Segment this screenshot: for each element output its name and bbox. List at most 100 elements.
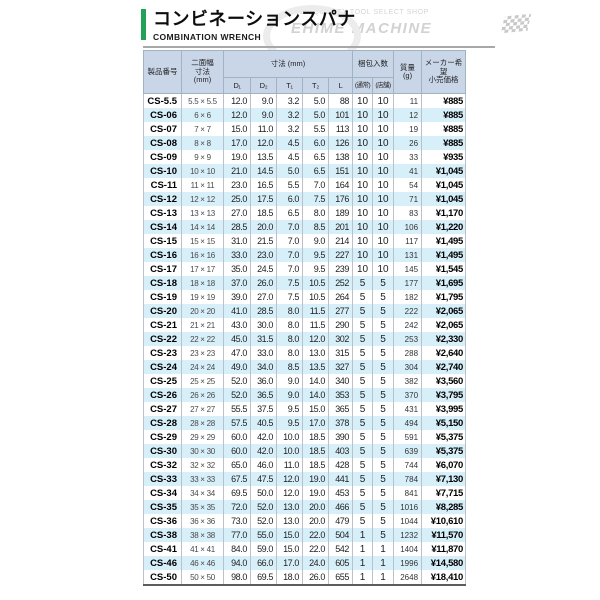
mass-cell: 26 [393, 136, 423, 150]
mass-cell: 222 [393, 304, 423, 318]
product-cell: CS-15 [143, 234, 182, 248]
product-cell: CS-17 [143, 262, 182, 276]
d2-cell: 33.0 [250, 346, 277, 360]
price-cell: ¥885 [421, 136, 467, 150]
price-cell: ¥1,695 [421, 276, 467, 290]
table-row: CS-10 10 × 10 21.0 14.5 5.0 6.5 151 10 10 41 ¥1,04… [143, 164, 467, 178]
l-cell: 605 [327, 556, 354, 570]
d2-cell: 17.5 [250, 192, 277, 206]
d2-cell: 16.5 [250, 178, 277, 192]
t1-cell: 3.2 [276, 122, 303, 136]
l-cell: 290 [327, 318, 354, 332]
t1-cell: 4.5 [276, 136, 303, 150]
product-cell: CS-24 [143, 360, 182, 374]
col-header-t2: T₂ [302, 77, 329, 94]
l-cell: 453 [327, 486, 354, 500]
width-cell: 34 × 34 [181, 486, 224, 500]
product-cell: CS-25 [143, 374, 182, 388]
product-cell: CS-35 [143, 500, 182, 514]
pack-store-cell: 10 [372, 136, 395, 150]
col-header-product: 製品番号 [143, 50, 182, 94]
pack-store-cell: 10 [372, 164, 395, 178]
d2-cell: 13.5 [250, 150, 277, 164]
t2-cell: 10.5 [302, 276, 329, 290]
checkered-flag-icon [500, 13, 532, 34]
pack-normal-cell: 10 [352, 164, 374, 178]
pack-store-cell: 10 [372, 150, 395, 164]
width-cell: 35 × 35 [181, 500, 224, 514]
col-header-packing-group: 梱包入数 [352, 50, 395, 78]
table-row: CS-5.5 5.5 × 5.5 12.0 9.0 3.2 5.0 88 10 10 11 ¥885 [143, 93, 467, 108]
watermark-tagline: HIGH QUALITY TOOL SELECT SHOP [291, 9, 429, 16]
pack-store-cell: 10 [372, 178, 395, 192]
pack-normal-cell: 1 [352, 556, 374, 570]
t2-cell: 8.0 [302, 206, 329, 220]
col-header-d1: D₁ [223, 77, 251, 94]
l-cell: 252 [327, 276, 354, 290]
mass-cell: 841 [393, 486, 423, 500]
product-cell: CS-10 [143, 164, 182, 178]
width-cell: 38 × 38 [181, 528, 224, 542]
pack-store-cell: 10 [372, 262, 395, 276]
price-cell: ¥1,045 [421, 178, 467, 192]
table-row: CS-32 32 × 32 65.0 46.0 11.0 18.5 428 5 5 744 ¥6,0… [143, 458, 467, 472]
col-header-l: L [327, 77, 354, 94]
pack-normal-cell: 10 [352, 93, 374, 108]
table-row: CS-34 34 × 34 69.5 50.0 12.0 19.0 453 5 5 841 ¥7,7… [143, 486, 467, 500]
d2-cell: 11.0 [250, 122, 277, 136]
price-cell: ¥3,995 [421, 402, 467, 416]
t1-cell: 7.0 [276, 234, 303, 248]
d1-cell: 69.5 [223, 486, 251, 500]
table-row: CS-35 35 × 35 72.0 52.0 13.0 20.0 466 5 5 1016 ¥8,… [143, 500, 467, 514]
d1-cell: 12.0 [223, 108, 251, 122]
product-cell: CS-33 [143, 472, 182, 486]
t1-cell: 9.0 [276, 388, 303, 402]
table-row: CS-09 9 × 9 19.0 13.5 4.5 6.5 138 10 10 33 ¥935 [143, 150, 467, 164]
l-cell: 378 [327, 416, 354, 430]
mass-cell: 83 [393, 206, 423, 220]
l-cell: 239 [327, 262, 354, 276]
t2-cell: 11.5 [302, 304, 329, 318]
l-cell: 479 [327, 514, 354, 528]
price-cell: ¥5,375 [421, 430, 467, 444]
pack-store-cell: 1 [372, 556, 395, 570]
t2-cell: 9.0 [302, 234, 329, 248]
t1-cell: 8.0 [276, 318, 303, 332]
t1-cell: 4.5 [276, 150, 303, 164]
d2-cell: 26.0 [250, 276, 277, 290]
mass-cell: 639 [393, 444, 423, 458]
t2-cell: 5.5 [302, 122, 329, 136]
pack-normal-cell: 10 [352, 192, 374, 206]
product-cell: CS-23 [143, 346, 182, 360]
pack-normal-cell: 5 [352, 416, 374, 430]
price-cell: ¥3,795 [421, 388, 467, 402]
width-cell: 41 × 41 [181, 542, 224, 556]
table-row: CS-07 7 × 7 15.0 11.0 3.2 5.5 113 10 10 19 ¥885 [143, 122, 467, 136]
width-cell: 22 × 22 [181, 332, 224, 346]
mass-cell: 1404 [393, 542, 423, 556]
col-header-price: メーカー希望 小売価格 [421, 50, 467, 94]
d1-cell: 77.0 [223, 528, 251, 542]
pack-store-cell: 10 [372, 248, 395, 262]
pack-normal-cell: 5 [352, 374, 374, 388]
col-header-t1: T₁ [276, 77, 303, 94]
product-cell: CS-16 [143, 248, 182, 262]
pack-store-cell: 5 [372, 360, 395, 374]
col-header-packing-store: (店舗) [372, 77, 395, 94]
d1-cell: 31.0 [223, 234, 251, 248]
mass-cell: 71 [393, 192, 423, 206]
page-content: HIGH QUALITY TOOL SELECT SHOP EHIME MACH… [141, 5, 532, 586]
width-cell: 33 × 33 [181, 472, 224, 486]
d2-cell: 23.0 [250, 248, 277, 262]
pack-normal-cell: 5 [352, 458, 374, 472]
t1-cell: 12.0 [276, 486, 303, 500]
pack-normal-cell: 5 [352, 500, 374, 514]
product-cell: CS-22 [143, 332, 182, 346]
mass-cell: 288 [393, 346, 423, 360]
t2-cell: 20.0 [302, 500, 329, 514]
width-cell: 18 × 18 [181, 276, 224, 290]
t2-cell: 8.5 [302, 220, 329, 234]
mass-cell: 304 [393, 360, 423, 374]
price-cell: ¥1,495 [421, 248, 467, 262]
d2-cell: 21.5 [250, 234, 277, 248]
